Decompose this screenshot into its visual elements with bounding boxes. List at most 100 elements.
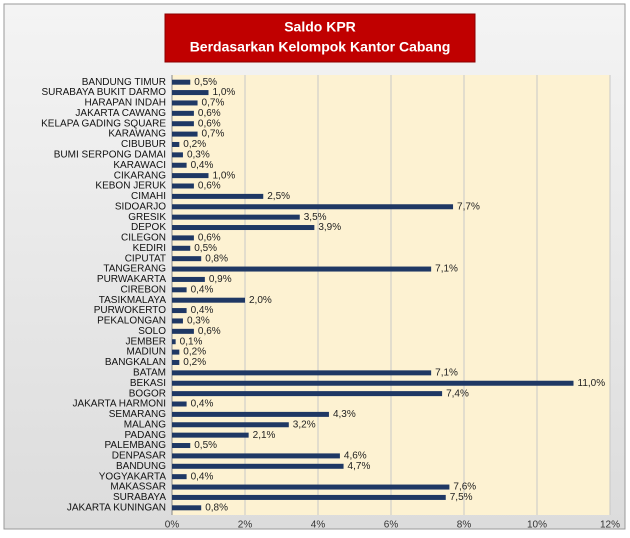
bar xyxy=(172,162,187,168)
bar xyxy=(172,401,187,407)
value-label: 0,8% xyxy=(205,502,228,513)
value-label: 0,5% xyxy=(194,77,217,88)
value-label: 0,4% xyxy=(191,399,214,410)
y-tick-label: KELAPA GADING SQUARE xyxy=(41,118,166,129)
value-label: 0,6% xyxy=(198,326,221,337)
value-label: 2,0% xyxy=(249,295,272,306)
y-tick-label: PURWOKERTO xyxy=(94,305,166,316)
x-tick-label: 8% xyxy=(457,520,472,531)
value-label: 0,4% xyxy=(191,160,214,171)
bar xyxy=(172,266,432,272)
bar xyxy=(172,359,180,365)
y-tick-label: PEKALONGAN xyxy=(97,316,166,327)
value-label: 0,5% xyxy=(194,440,217,451)
y-tick-label: JEMBER xyxy=(125,336,166,347)
value-label: 1,0% xyxy=(213,170,236,181)
y-tick-label: KEBON JERUK xyxy=(95,181,166,192)
y-tick-label: BANDUNG TIMUR xyxy=(82,77,166,88)
value-label: 0,6% xyxy=(198,233,221,244)
bar xyxy=(172,100,198,106)
x-tick-label: 0% xyxy=(165,520,180,531)
bar xyxy=(172,256,202,262)
y-tick-label: CIBUBUR xyxy=(121,139,166,150)
bar xyxy=(172,308,187,314)
bar xyxy=(172,463,344,469)
value-label: 11,0% xyxy=(578,378,606,389)
value-label: 7,1% xyxy=(435,367,458,378)
y-tick-label: BANGKALAN xyxy=(105,357,166,368)
y-tick-label: KARAWACI xyxy=(113,160,166,171)
y-tick-label: CIKARANG xyxy=(114,170,166,181)
value-label: 0,7% xyxy=(202,98,225,109)
y-tick-label: PALEMBANG xyxy=(105,440,167,451)
bar xyxy=(172,297,245,303)
x-tick-label: 6% xyxy=(384,520,399,531)
value-label: 2,1% xyxy=(253,430,276,441)
value-label: 3,5% xyxy=(304,212,327,223)
y-tick-label: YOGYAKARTA xyxy=(99,471,167,482)
bar xyxy=(172,432,249,438)
y-tick-label: JAKARTA HARMONI xyxy=(72,399,166,410)
title-box xyxy=(164,13,476,63)
y-tick-label: HARAPAN INDAH xyxy=(85,98,167,109)
chart-title: Saldo KPR xyxy=(284,19,356,35)
bar xyxy=(172,505,202,511)
bar xyxy=(172,287,187,293)
y-tick-label: CILEGON xyxy=(121,233,166,244)
bar xyxy=(172,235,194,241)
bar xyxy=(172,121,194,127)
y-tick-label: JAKARTA CAWANG xyxy=(75,108,166,119)
bar xyxy=(172,245,191,251)
bar xyxy=(172,204,454,210)
y-tick-label: MALANG xyxy=(124,419,166,430)
y-tick-label: SURABAYA xyxy=(113,492,166,503)
bar xyxy=(172,90,209,96)
x-tick-label: 12% xyxy=(600,520,620,531)
bar xyxy=(172,484,450,490)
bar xyxy=(172,276,205,282)
value-label: 0,6% xyxy=(198,108,221,119)
y-tick-label: CIPUTAT xyxy=(125,253,166,264)
value-label: 0,5% xyxy=(194,243,217,254)
value-label: 0,2% xyxy=(183,139,206,150)
value-label: 3,2% xyxy=(293,419,316,430)
value-label: 2,5% xyxy=(267,191,290,202)
y-tick-label: KEDIRI xyxy=(133,243,166,254)
y-tick-label: SOLO xyxy=(138,326,166,337)
value-label: 0,6% xyxy=(198,181,221,192)
x-tick-label: 4% xyxy=(311,520,326,531)
y-tick-label: CIMAHI xyxy=(131,191,166,202)
value-label: 0,3% xyxy=(187,149,210,160)
bar xyxy=(172,391,443,397)
bar xyxy=(172,411,329,417)
y-tick-label: PADANG xyxy=(125,430,167,441)
bar xyxy=(172,225,315,231)
bar xyxy=(172,131,198,137)
value-label: 0,4% xyxy=(191,305,214,316)
bar xyxy=(172,339,176,345)
y-tick-label: TANGERANG xyxy=(103,264,166,275)
value-label: 3,9% xyxy=(318,222,341,233)
bar xyxy=(172,214,300,220)
y-tick-label: GRESIK xyxy=(128,212,166,223)
y-tick-label: BANDUNG xyxy=(116,461,166,472)
value-label: 0,3% xyxy=(187,316,210,327)
value-label: 0,4% xyxy=(191,471,214,482)
bar xyxy=(172,193,264,199)
value-label: 0,6% xyxy=(198,118,221,129)
bar xyxy=(172,349,180,355)
y-tick-label: MAKASSAR xyxy=(110,482,166,493)
y-tick-label: SEMARANG xyxy=(109,409,166,420)
y-tick-label: SURABAYA BUKIT DARMO xyxy=(42,87,167,98)
value-label: 0,7% xyxy=(202,129,225,140)
y-tick-label: CIREBON xyxy=(120,284,166,295)
value-label: 0,8% xyxy=(205,253,228,264)
y-tick-label: DEPOK xyxy=(131,222,166,233)
bar xyxy=(172,370,432,376)
bar xyxy=(172,380,574,386)
bar xyxy=(172,422,289,428)
value-label: 4,6% xyxy=(344,451,367,462)
bar xyxy=(172,173,209,179)
value-label: 0,2% xyxy=(183,347,206,358)
